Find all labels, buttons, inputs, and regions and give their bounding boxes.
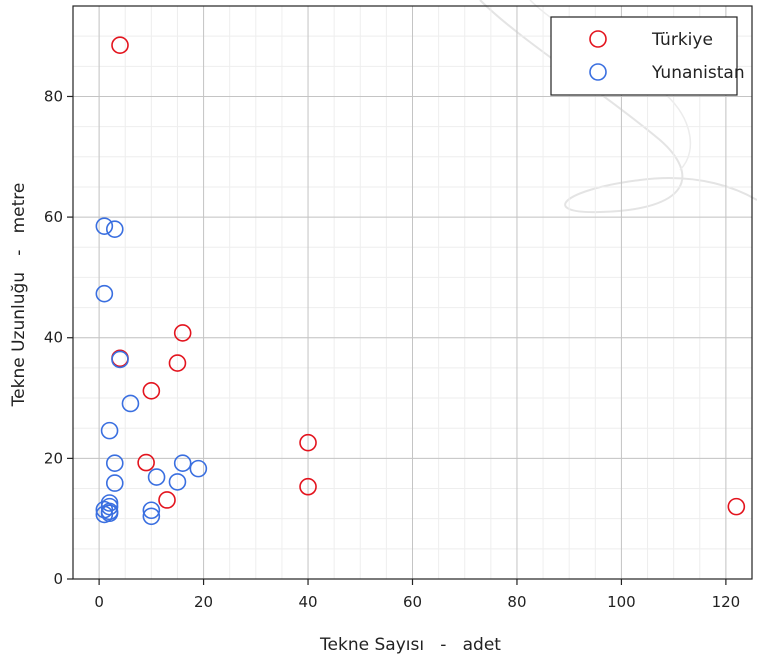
data-point — [111, 36, 129, 55]
data-point — [168, 354, 187, 372]
data-point — [147, 468, 166, 486]
legend-marker — [589, 63, 607, 81]
data-point — [158, 491, 176, 509]
y-tick-label: 80 — [44, 87, 63, 105]
data-point — [105, 220, 124, 238]
data-points — [95, 36, 746, 526]
x-tick-label: 0 — [94, 593, 104, 611]
y-axis-label: Tekne Uzunluğu - metre — [9, 183, 29, 408]
x-tick-label: 120 — [712, 593, 741, 611]
data-point — [100, 421, 119, 440]
x-tick-label: 40 — [298, 593, 317, 611]
data-point — [173, 454, 192, 472]
legend-label: Türkiye — [651, 30, 713, 50]
y-tick-label: 20 — [44, 449, 63, 467]
data-point — [95, 217, 114, 235]
data-point — [299, 433, 317, 452]
legend-marker — [589, 30, 607, 48]
y-tick-label: 40 — [44, 329, 63, 347]
legend-box — [550, 16, 738, 96]
x-tick-label: 60 — [403, 593, 422, 611]
data-point — [137, 453, 155, 472]
data-point — [142, 507, 161, 526]
y-tick-label: 0 — [53, 570, 63, 588]
data-point — [727, 497, 746, 516]
legend-label: Yunanistan — [651, 63, 745, 83]
data-point — [189, 459, 208, 478]
x-tick-label: 80 — [507, 593, 526, 611]
data-point — [299, 477, 317, 496]
legend: Türkiye Yunanistan — [550, 16, 745, 96]
data-point — [105, 474, 124, 492]
data-point — [173, 324, 192, 342]
data-point — [142, 382, 161, 400]
data-point — [121, 394, 140, 413]
data-point — [95, 284, 114, 303]
data-point — [142, 501, 161, 520]
y-tick-label: 60 — [44, 208, 63, 226]
axis-ticks: 0 20 40 60 80 100 120 0 20 40 60 80 — [44, 87, 740, 611]
data-point — [105, 454, 124, 472]
x-axis-label: Tekne Sayısı - adet — [319, 635, 501, 655]
x-tick-label: 20 — [194, 593, 213, 611]
data-point — [111, 350, 129, 369]
data-point — [168, 473, 187, 491]
data-point — [100, 504, 119, 523]
x-tick-label: 100 — [607, 593, 636, 611]
